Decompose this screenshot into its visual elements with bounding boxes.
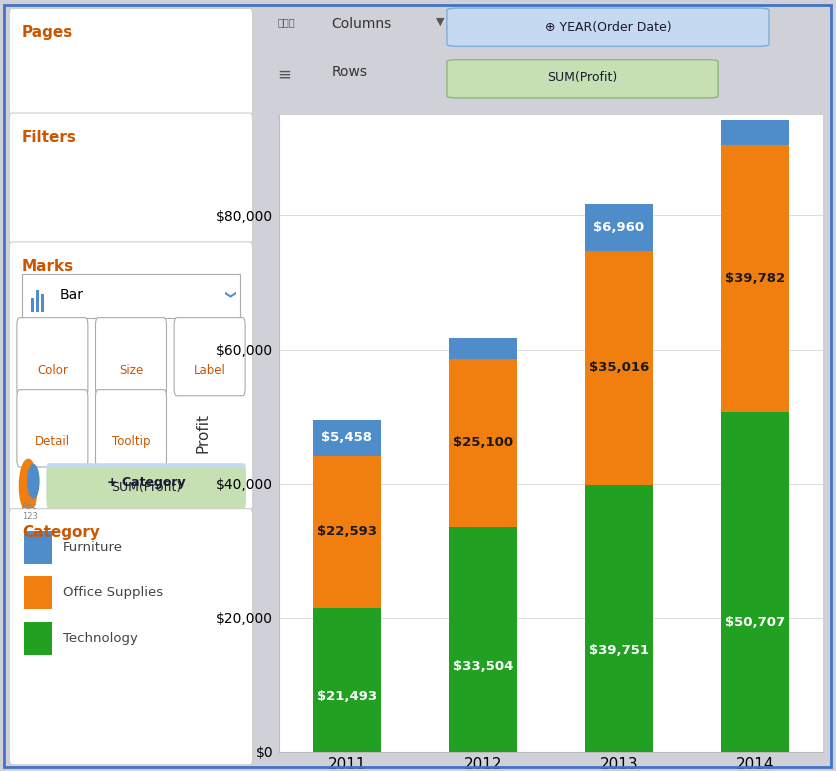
Text: $33,504: $33,504	[452, 660, 512, 673]
FancyBboxPatch shape	[446, 8, 768, 46]
Bar	[448, 359, 516, 527]
FancyBboxPatch shape	[17, 318, 88, 396]
Y-axis label: Profit: Profit	[196, 413, 210, 453]
Text: ▼: ▼	[435, 17, 444, 27]
FancyBboxPatch shape	[47, 463, 246, 504]
FancyBboxPatch shape	[31, 298, 34, 311]
Text: + Category: + Category	[107, 476, 186, 490]
Text: Category: Category	[22, 525, 99, 540]
Bar	[448, 338, 516, 359]
Text: Filters: Filters	[22, 130, 77, 145]
Text: Office Supplies: Office Supplies	[63, 586, 162, 599]
Text: ⬛⬛⬛: ⬛⬛⬛	[278, 17, 295, 27]
Text: SUM(Profit): SUM(Profit)	[547, 72, 617, 84]
FancyBboxPatch shape	[9, 242, 252, 511]
Text: Abc
123: Abc 123	[22, 502, 38, 520]
FancyBboxPatch shape	[9, 113, 252, 246]
Text: Size: Size	[119, 364, 143, 377]
Text: Columns: Columns	[331, 17, 391, 31]
FancyBboxPatch shape	[95, 318, 166, 396]
Bar	[313, 456, 380, 608]
Circle shape	[28, 465, 39, 498]
Text: Pages: Pages	[22, 25, 73, 40]
Text: ⊕ YEAR(Order Date): ⊕ YEAR(Order Date)	[544, 21, 670, 34]
Text: Bar: Bar	[60, 288, 84, 302]
Text: $6,960: $6,960	[593, 221, 644, 234]
Bar	[584, 204, 652, 251]
Bar	[720, 120, 788, 145]
FancyBboxPatch shape	[9, 509, 252, 765]
Bar	[720, 145, 788, 412]
Text: Tooltip: Tooltip	[112, 435, 150, 448]
FancyBboxPatch shape	[17, 389, 88, 467]
Circle shape	[19, 460, 37, 513]
Text: $22,593: $22,593	[316, 525, 376, 538]
Text: $35,016: $35,016	[588, 362, 648, 375]
Bar	[720, 412, 788, 752]
Text: Detail: Detail	[35, 435, 70, 448]
Bar	[313, 419, 380, 456]
Text: $50,707: $50,707	[724, 616, 784, 629]
FancyBboxPatch shape	[24, 621, 53, 655]
Text: ❯: ❯	[222, 290, 232, 300]
Text: SUM(Profit): SUM(Profit)	[111, 481, 181, 494]
Text: Label: Label	[193, 364, 225, 377]
Text: ≡: ≡	[278, 66, 291, 83]
FancyBboxPatch shape	[41, 295, 44, 311]
Text: Marks: Marks	[22, 258, 74, 274]
FancyBboxPatch shape	[9, 8, 252, 117]
Bar	[448, 527, 516, 752]
Text: Rows: Rows	[331, 66, 367, 79]
Bar	[584, 251, 652, 485]
Text: Color: Color	[37, 364, 68, 377]
FancyBboxPatch shape	[24, 530, 53, 564]
FancyBboxPatch shape	[24, 576, 53, 609]
Bar	[313, 608, 380, 752]
Text: Order Date: Order Date	[506, 120, 590, 134]
Text: Furniture: Furniture	[63, 540, 122, 554]
Bar	[584, 485, 652, 752]
FancyBboxPatch shape	[47, 468, 246, 509]
Text: $39,751: $39,751	[588, 644, 648, 657]
Text: $21,493: $21,493	[316, 691, 376, 703]
FancyBboxPatch shape	[446, 59, 717, 98]
Text: $39,782: $39,782	[724, 272, 784, 285]
Text: Technology: Technology	[63, 631, 137, 645]
Text: $25,100: $25,100	[452, 436, 512, 449]
Text: $5,458: $5,458	[321, 432, 372, 444]
FancyBboxPatch shape	[36, 291, 39, 311]
FancyBboxPatch shape	[174, 318, 245, 396]
FancyBboxPatch shape	[22, 274, 240, 318]
FancyBboxPatch shape	[95, 389, 166, 467]
